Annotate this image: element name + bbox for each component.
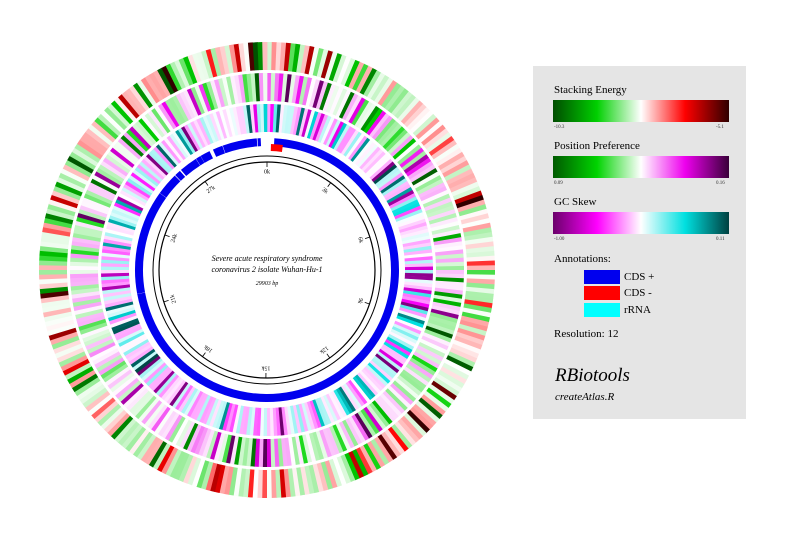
ruler-label: 6k [356, 236, 364, 244]
brand-subtitle: createAtlas.R [555, 391, 615, 403]
cds-plus-feature [257, 138, 262, 147]
stacking-energy-min: -10.3 [554, 125, 565, 130]
ruler-label: 9k [356, 297, 364, 305]
gc-skew-max: 0.11 [716, 237, 725, 242]
atlas-tracks [38, 41, 496, 499]
ruler-label: 27k [206, 185, 217, 195]
genome-ruler: 0k 3k 6k 9k 12k 15k 18k 21k 24k 27k [152, 155, 382, 385]
stacking-energy-ring [38, 41, 496, 499]
ruler-label: 15k [261, 365, 270, 371]
genome-name-line-1: Severe acute respiratory syndrome [212, 254, 323, 263]
stacking-energy-colorbar [553, 100, 729, 122]
legend-panel: Stacking Energy -10.3 -5.1 Position Pref… [533, 66, 746, 419]
cds-plus-label: CDS + [624, 271, 655, 283]
cds-plus-swatch [584, 270, 620, 284]
genome-length-label: 29903 bp [256, 281, 279, 287]
ruler-label: 0k [264, 169, 270, 175]
stacking-energy-max: -5.1 [716, 125, 724, 130]
ruler-label: 3k [320, 187, 328, 195]
genome-name-line-2: coronavirus 2 isolate Wuhan-Hu-1 [211, 265, 322, 274]
stacking-energy-title: Stacking Energy [554, 84, 627, 96]
cds-minus-swatch [584, 286, 620, 300]
ruler-label: 21k [170, 294, 178, 304]
gc-skew-min: -1.00 [554, 237, 565, 242]
cds-plus-feature [222, 138, 258, 154]
gc-skew-colorbar [553, 212, 729, 234]
ruler-label: 12k [318, 344, 329, 354]
position-preference-ring [69, 72, 465, 468]
cds-minus-feature [270, 144, 283, 152]
rrna-label: rRNA [624, 304, 651, 316]
brand-title: RBiotools [555, 365, 630, 386]
gc-skew-title: GC Skew [554, 196, 597, 208]
cds-plus-feature [200, 151, 214, 163]
position-preference-max: 0.16 [716, 181, 725, 186]
annotations-title: Annotations: [554, 253, 611, 265]
cds-plus-feature [175, 170, 186, 181]
cds-plus-feature [196, 156, 205, 166]
ruler-label: 24k [170, 233, 179, 243]
resolution-label: Resolution: 12 [554, 328, 619, 340]
cds-plus-feature [180, 158, 201, 176]
position-preference-colorbar [553, 156, 729, 178]
cds-plus-feature [135, 193, 167, 294]
position-preference-min: 0.09 [554, 181, 563, 186]
position-preference-title: Position Preference [554, 140, 640, 152]
gc-skew-ring [100, 103, 434, 437]
cds-plus-feature [212, 145, 226, 157]
ruler-label: 18k [203, 343, 214, 353]
cds-minus-label: CDS - [624, 287, 652, 299]
rrna-swatch [584, 303, 620, 317]
annotation-track [135, 138, 400, 403]
cds-plus-feature [159, 175, 181, 198]
